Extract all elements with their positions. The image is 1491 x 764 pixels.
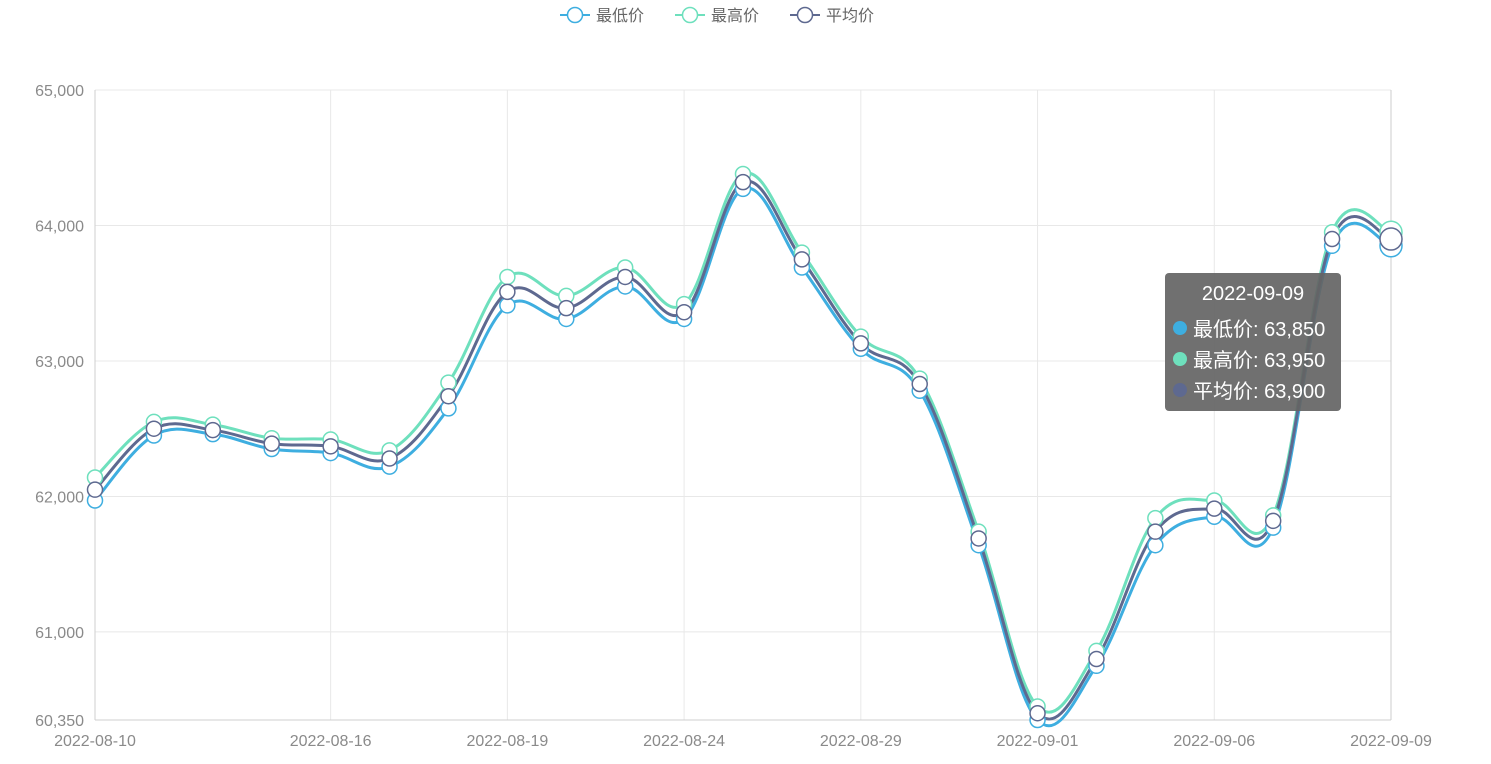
series-point [1206, 500, 1223, 517]
tooltip-row-avg: 平均价: 63,900 [1173, 374, 1333, 405]
x-tick-label: 2022-09-01 [997, 733, 1079, 750]
tooltip-row-low: 最低价: 63,850 [1173, 312, 1333, 343]
legend-marker-icon [796, 6, 814, 24]
legend-marker-icon [681, 6, 699, 24]
x-tick-label: 2022-09-06 [1173, 733, 1255, 750]
series-point [970, 530, 987, 547]
series-point [263, 435, 280, 452]
y-tick-label: 63,000 [35, 354, 84, 371]
series-point [145, 420, 163, 437]
series-point [1147, 523, 1164, 540]
legend-label: 平均价 [826, 7, 874, 25]
series-point [322, 438, 339, 455]
x-tick-label: 2022-09-09 [1350, 733, 1432, 750]
series-point [1147, 509, 1164, 527]
series-point [675, 303, 693, 321]
tooltip-high-dot-icon [1173, 351, 1187, 366]
series-line-1 [93, 171, 1392, 714]
y-tick-label: 61,000 [35, 625, 84, 642]
series-point [86, 481, 104, 498]
series-point [852, 335, 870, 352]
legend-marker-icon [566, 6, 584, 24]
series-point [1264, 512, 1282, 530]
series-point [1147, 536, 1164, 554]
series-point [911, 375, 928, 393]
series-point [440, 374, 457, 391]
tooltip-low-dot-icon [1173, 320, 1187, 335]
y-tick-label: 65,000 [35, 83, 84, 100]
y-tick-label: 64,000 [35, 218, 84, 235]
tooltip-row-high: 最高价: 63,950 [1173, 343, 1333, 374]
tooltip-avg-dot-icon [1173, 382, 1187, 397]
y-tick-label: 62,000 [35, 489, 84, 506]
series-point [440, 387, 457, 405]
series-point [616, 268, 634, 286]
series-point [734, 173, 752, 191]
x-tick-label: 2022-08-24 [643, 733, 725, 750]
series-point [499, 268, 516, 286]
series-point [1323, 230, 1341, 248]
series-point [793, 251, 811, 268]
tooltip-title: 2022-09-09 [1201, 283, 1305, 305]
chart-tooltip: 2022-09-09 最低价: 63,850 最高价: 63,950 平均价: … [1165, 273, 1341, 411]
series-point [1029, 704, 1046, 722]
tooltip-high-text: 最高价: 63,950 [1193, 350, 1326, 372]
x-tick-label: 2022-08-16 [290, 733, 372, 750]
series-point [1088, 650, 1105, 668]
y-tick-label: 60,350 [35, 713, 84, 730]
x-tick-label: 2022-08-29 [820, 733, 902, 750]
legend-label: 最高价 [711, 7, 759, 25]
x-tick-label: 2022-08-10 [54, 733, 136, 750]
series-point [204, 421, 222, 439]
series-point [558, 299, 575, 317]
series-point [1379, 227, 1403, 251]
x-tick-label: 2022-08-19 [466, 733, 548, 750]
series-line-0 [93, 186, 1392, 728]
series-point [499, 297, 516, 314]
legend-label: 最低价 [596, 7, 644, 25]
series-point [381, 450, 398, 467]
series-point [499, 283, 516, 301]
tooltip-low-text: 最低价: 63,850 [1193, 319, 1326, 341]
tooltip-avg-text: 平均价: 63,900 [1193, 381, 1326, 403]
